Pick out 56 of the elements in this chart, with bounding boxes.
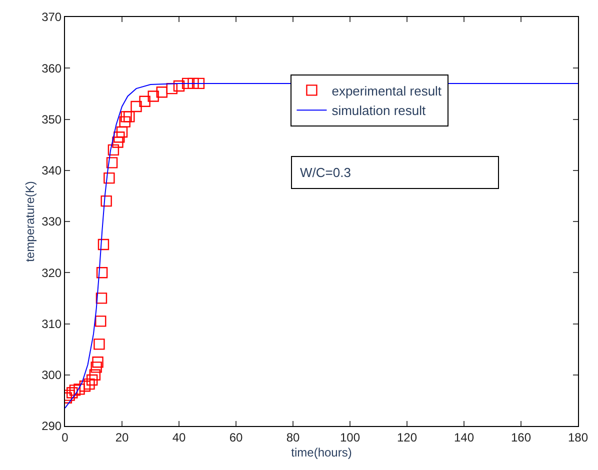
y-axis-title: temperature(K): [22, 181, 37, 262]
legend-label: experimental result: [332, 83, 442, 98]
x-tick-label: 120: [396, 430, 418, 444]
point: [106, 157, 118, 168]
y-tick-label: 370: [42, 10, 62, 24]
point: [108, 144, 120, 156]
point: [130, 100, 142, 112]
point: [74, 384, 85, 395]
point: [124, 111, 135, 122]
point: [119, 116, 130, 128]
point: [139, 96, 150, 107]
x-tick-label: 20: [115, 430, 129, 444]
y-tick-label: 290: [42, 419, 62, 434]
y-tick-label: 330: [42, 214, 62, 229]
point: [104, 172, 115, 184]
x-tick-label: 40: [172, 430, 186, 444]
annotation: W/C=0.3: [300, 165, 351, 180]
x-tick-label: 0: [62, 430, 69, 444]
point: [173, 80, 185, 92]
point: [193, 78, 205, 90]
x-axis-title: time(hours): [291, 445, 352, 460]
point: [148, 90, 159, 102]
y-tick-label: 320: [42, 266, 62, 280]
point: [95, 316, 106, 327]
point: [114, 132, 125, 143]
point: [79, 380, 91, 392]
point: [96, 292, 108, 304]
point: [92, 356, 104, 368]
legend-label: simulation result: [332, 103, 426, 118]
x-tick-label: 180: [568, 430, 588, 444]
point: [98, 238, 110, 250]
y-tick-label: 350: [42, 112, 62, 126]
point: [69, 384, 81, 396]
x-tick-label: 160: [510, 430, 532, 444]
y-tick-label: 340: [42, 164, 62, 178]
point: [166, 82, 178, 94]
point: [66, 387, 78, 398]
point: [96, 267, 108, 278]
point: [116, 126, 128, 138]
point: [94, 338, 105, 350]
point: [182, 78, 194, 90]
point: [90, 362, 102, 373]
y-tick-label: 310: [42, 316, 62, 331]
point: [156, 86, 168, 98]
y-tick-label: 360: [42, 61, 62, 76]
x-tick-label: 80: [286, 430, 300, 444]
point: [86, 374, 98, 386]
point: [100, 195, 112, 207]
y-tick-label: 300: [42, 368, 62, 382]
point: [120, 111, 132, 122]
x-tick-label: 60: [229, 430, 243, 444]
point: [112, 136, 124, 148]
point: [84, 378, 95, 390]
point: [89, 369, 101, 380]
x-tick-label: 100: [340, 430, 360, 444]
x-tick-label: 140: [454, 430, 474, 444]
